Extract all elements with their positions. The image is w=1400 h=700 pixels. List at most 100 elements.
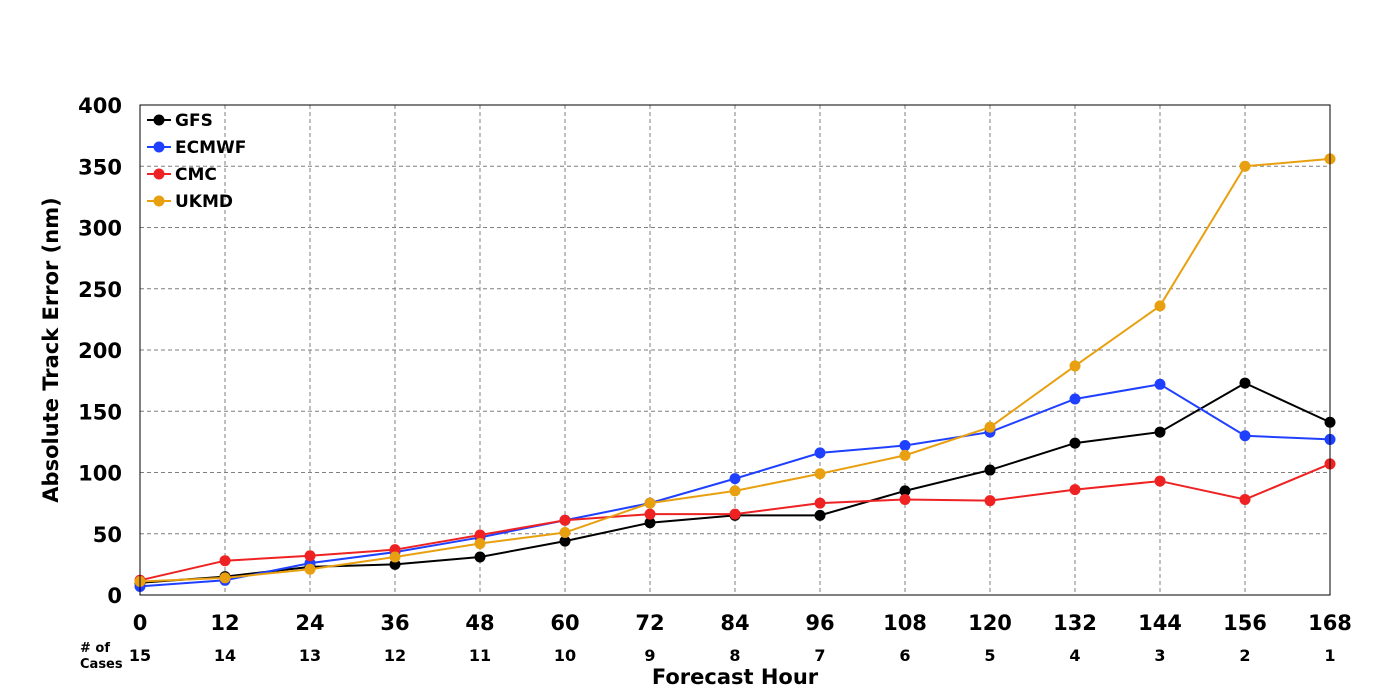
cases-title-line2: Cases (80, 657, 123, 672)
y-tick-label: 350 (78, 155, 122, 179)
cases-count-label: 10 (554, 646, 576, 665)
cases-count-label: 14 (214, 646, 236, 665)
data-point (559, 527, 571, 539)
data-point (729, 473, 741, 485)
cases-count-label: 9 (644, 646, 655, 665)
data-point (1154, 300, 1166, 312)
cases-count-label: 13 (299, 646, 321, 665)
data-point (814, 447, 826, 459)
x-tick-label: 48 (465, 611, 494, 635)
data-point (474, 538, 486, 550)
x-tick-label: 36 (380, 611, 409, 635)
data-point (984, 464, 996, 476)
y-tick-label: 50 (93, 523, 122, 547)
x-tick-label: 72 (635, 611, 664, 635)
data-point (814, 497, 826, 509)
data-point (984, 495, 996, 507)
data-point (1069, 393, 1081, 405)
data-point (899, 440, 911, 452)
legend-label: ECMWF (175, 138, 246, 158)
data-point (1154, 475, 1166, 487)
data-point (729, 508, 741, 520)
y-tick-label: 100 (78, 462, 122, 486)
legend-marker (153, 114, 165, 126)
cases-count-label: 6 (899, 646, 910, 665)
legend-label: CMC (175, 165, 217, 185)
y-tick-label: 150 (78, 400, 122, 424)
data-point (1154, 426, 1166, 438)
data-point (1239, 160, 1251, 172)
data-point (984, 421, 996, 433)
x-tick-label: 24 (295, 611, 324, 635)
series-ukmd (134, 153, 1336, 588)
data-point (899, 485, 911, 497)
x-axis-title: Forecast Hour (652, 665, 819, 689)
cases-count-label: 7 (814, 646, 825, 665)
x-tick-label: 168 (1308, 611, 1352, 635)
cases-count-label: 11 (469, 646, 491, 665)
y-axis-title: Absolute Track Error (nm) (39, 197, 63, 502)
data-point (899, 449, 911, 461)
grid-lines (140, 105, 1330, 595)
legend-marker (153, 168, 165, 180)
cases-count-label: 2 (1239, 646, 1250, 665)
data-point (729, 485, 741, 497)
x-tick-label: 60 (550, 611, 579, 635)
data-point (1239, 493, 1251, 505)
cases-count-label: 15 (129, 646, 151, 665)
y-tick-label: 0 (107, 584, 122, 608)
data-point (644, 497, 656, 509)
y-tick-label: 200 (78, 339, 122, 363)
x-tick-label: 132 (1053, 611, 1097, 635)
cases-count-label: 5 (984, 646, 995, 665)
data-point (1154, 378, 1166, 390)
data-point (1069, 437, 1081, 449)
series-cmc (134, 458, 1336, 586)
cases-count-label: 8 (729, 646, 740, 665)
data-point (1069, 484, 1081, 496)
legend-entry-ukmd: UKMD (147, 192, 233, 212)
data-point (899, 493, 911, 505)
x-tick-label: 0 (133, 611, 148, 635)
plot-frame (139, 104, 1331, 596)
data-point (1069, 360, 1081, 372)
data-point (814, 509, 826, 521)
cases-count-label: 3 (1154, 646, 1165, 665)
cases-count-label: 4 (1069, 646, 1080, 665)
x-tick-label: 156 (1223, 611, 1267, 635)
x-tick-label: 84 (720, 611, 749, 635)
cases-title-line1: # of (80, 641, 110, 656)
data-point (219, 572, 231, 584)
legend-label: UKMD (175, 192, 233, 212)
data-point (474, 529, 486, 541)
data-point (644, 517, 656, 529)
data-point (559, 514, 571, 526)
data-point (389, 551, 401, 563)
data-point (304, 550, 316, 562)
legend-marker (153, 195, 165, 207)
y-tick-label: 300 (78, 217, 122, 241)
y-tick-label: 400 (78, 94, 122, 118)
cases-count-label: 1 (1324, 646, 1335, 665)
legend-entry-gfs: GFS (147, 111, 213, 131)
data-point (559, 535, 571, 547)
data-point (1239, 430, 1251, 442)
legend: GFS ECMWF CMC UKMD (147, 111, 246, 212)
legend-entry-cmc: CMC (147, 165, 217, 185)
x-tick-label: 108 (883, 611, 927, 635)
legend-entry-ecmwf: ECMWF (147, 138, 246, 158)
x-tick-label: 96 (805, 611, 834, 635)
y-tick-label: 250 (78, 278, 122, 302)
x-tick-label: 144 (1138, 611, 1182, 635)
x-tick-label: 12 (210, 611, 239, 635)
data-point (1239, 377, 1251, 389)
cases-count-label: 12 (384, 646, 406, 665)
data-point (644, 508, 656, 520)
legend-label: GFS (175, 111, 213, 131)
x-tick-label: 120 (968, 611, 1012, 635)
axis-ticks: 0151214241336124811601072984896710861205… (78, 94, 1352, 665)
series-lines (134, 153, 1336, 592)
data-point (304, 563, 316, 575)
data-point (814, 468, 826, 480)
